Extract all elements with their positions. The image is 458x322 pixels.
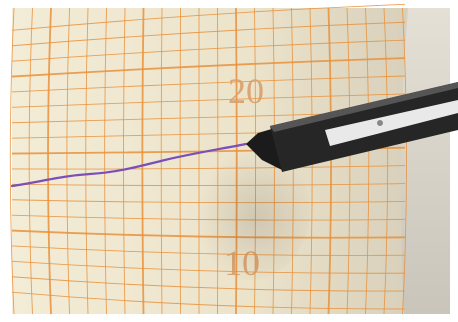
grid-line bbox=[11, 276, 406, 292]
grid-line bbox=[11, 57, 406, 78]
pen-tip bbox=[246, 128, 282, 170]
grid-line bbox=[346, 7, 351, 315]
grid-line bbox=[11, 3, 406, 31]
grid-line bbox=[28, 7, 33, 315]
pen-highlight bbox=[270, 82, 458, 132]
grid-line bbox=[383, 7, 389, 315]
grid-line bbox=[11, 75, 406, 93]
grid-line bbox=[123, 7, 126, 315]
grid-line bbox=[104, 7, 107, 315]
grid-line bbox=[66, 7, 70, 315]
grid-line bbox=[11, 260, 406, 274]
grid-line bbox=[402, 7, 407, 315]
pen-stripe bbox=[325, 100, 458, 146]
scale-label: 20 bbox=[228, 71, 264, 111]
grid-line bbox=[365, 7, 370, 315]
grid-line bbox=[11, 21, 406, 47]
pen-rivet bbox=[377, 120, 383, 126]
pen-shadow bbox=[190, 140, 310, 280]
grid-line bbox=[11, 93, 406, 108]
grid-line bbox=[11, 291, 406, 310]
ink-trace bbox=[10, 142, 248, 188]
pen bbox=[246, 82, 458, 172]
background bbox=[400, 8, 450, 314]
grid-line bbox=[47, 7, 52, 315]
grid-line bbox=[9, 7, 15, 315]
grid-line bbox=[85, 7, 89, 315]
grid-line bbox=[141, 7, 145, 315]
grid-line bbox=[327, 7, 332, 315]
grid-line bbox=[11, 39, 406, 62]
